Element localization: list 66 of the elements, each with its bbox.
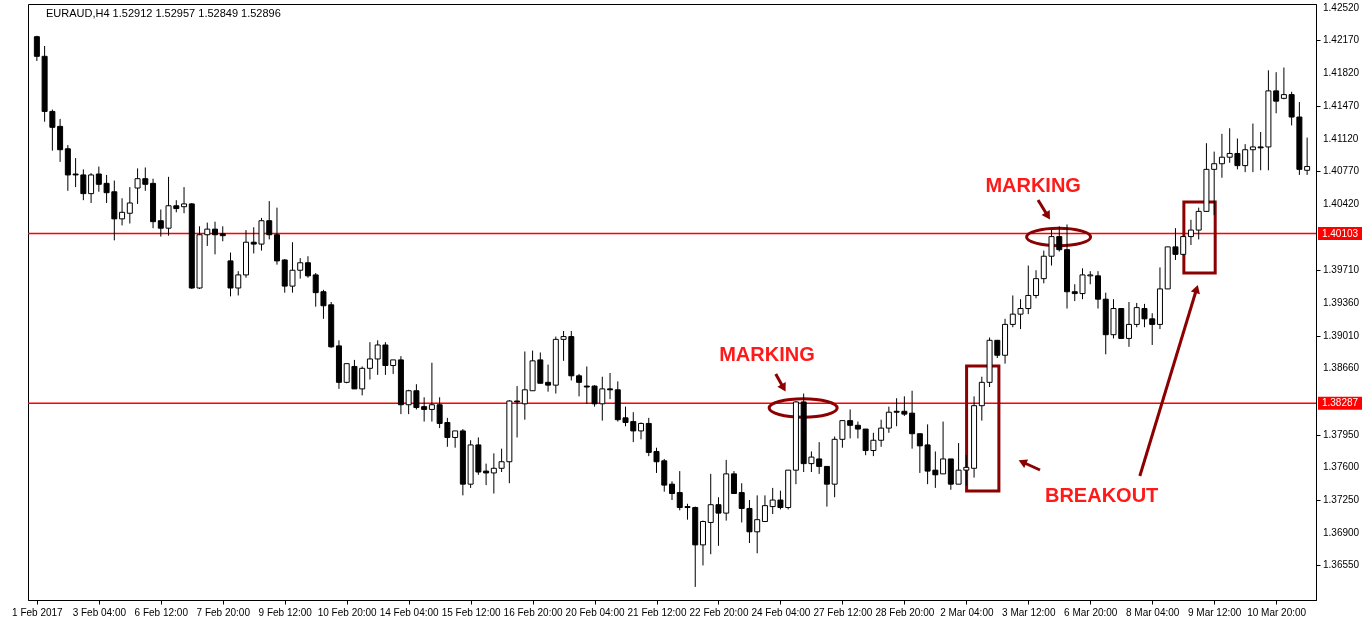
candlestick: [699, 520, 706, 566]
y-tick-label: 1.41120: [1323, 132, 1359, 144]
candlestick: [304, 255, 311, 279]
y-tick-label: 1.39710: [1323, 264, 1360, 276]
y-tick-label: 1.39010: [1323, 329, 1360, 341]
x-tick-label: 28 Feb 20:00: [875, 606, 935, 618]
x-tick-label: 1 Feb 2017: [12, 606, 64, 618]
y-tick-label: 1.40420: [1323, 197, 1360, 209]
candlestick: [730, 470, 737, 494]
candlestick: [1249, 123, 1256, 173]
x-tick-label: 16 Feb 20:00: [503, 606, 563, 618]
y-tick-label: 1.42520: [1323, 1, 1360, 13]
x-tick-label: 10 Feb 20:00: [317, 606, 378, 618]
x-tick-label: 10 Mar 20:00: [1247, 606, 1307, 618]
ref-line-label: 1.40103: [1321, 227, 1359, 239]
candlestick: [181, 186, 188, 214]
candlestick: [1187, 219, 1194, 246]
candlestick: [1033, 269, 1040, 299]
x-tick-label: 14 Feb 04:00: [379, 606, 440, 618]
y-tick-label: 1.39360: [1323, 296, 1360, 308]
x-tick-label: 3 Mar 12:00: [1002, 606, 1056, 618]
annotation: BREAKOUT: [1044, 484, 1159, 506]
y-tick-label: 1.36900: [1323, 526, 1360, 538]
x-tick-label: 6 Feb 12:00: [134, 606, 189, 618]
x-tick-label: 8 Mar 04:00: [1126, 606, 1180, 618]
y-tick-label: 1.37950: [1323, 428, 1360, 440]
y-tick-label: 1.40770: [1323, 165, 1360, 177]
candlestick: [669, 480, 675, 501]
candlestick: [823, 465, 830, 508]
candlestick: [514, 385, 521, 438]
x-tick-label: 27 Feb 12:00: [813, 606, 873, 618]
x-tick-label: 24 Feb 04:00: [751, 606, 811, 618]
candlestick: [119, 197, 126, 226]
ref-line-label: 1.38287: [1321, 397, 1359, 409]
annotation: MARKING: [719, 343, 815, 365]
y-tick-label: 1.38660: [1323, 362, 1360, 374]
candlestick: [1095, 270, 1101, 310]
candlestick: [545, 364, 552, 393]
candlestick: [212, 221, 219, 255]
candlestick: [576, 373, 583, 397]
x-tick-label: 3 Feb 04:00: [72, 606, 127, 618]
x-tick-label: 21 Feb 12:00: [627, 606, 687, 618]
candlestick: [607, 372, 614, 400]
y-tick-label: 1.41470: [1323, 99, 1360, 111]
x-tick-label: 2 Mar 04:00: [940, 606, 994, 618]
y-tick-label: 1.37250: [1323, 494, 1360, 506]
x-tick-label: 7 Feb 20:00: [196, 606, 251, 618]
y-tick-label: 1.37600: [1323, 461, 1360, 473]
candlestick: [366, 341, 373, 381]
x-tick-label: 22 Feb 20:00: [689, 606, 749, 618]
annotation: MARKING: [985, 174, 1081, 196]
candlestick: [88, 172, 95, 204]
chart-title: EURAUD,H4 1.52912 1.52957 1.52849 1.52896: [46, 7, 281, 19]
candlestick: [126, 186, 133, 225]
x-tick-label: 15 Feb 12:00: [441, 606, 502, 618]
x-tick-label: 6 Mar 20:00: [1064, 606, 1118, 618]
y-tick-label: 1.36550: [1323, 559, 1360, 571]
candlestick: [1125, 301, 1132, 348]
candlestick: [1218, 133, 1225, 179]
candlestick: [761, 494, 768, 523]
x-tick-label: 20 Feb 04:00: [565, 606, 625, 618]
x-tick-label: 9 Mar 12:00: [1187, 606, 1242, 618]
y-tick-label: 1.42170: [1323, 34, 1360, 46]
y-tick-label: 1.41820: [1323, 67, 1360, 79]
x-tick-label: 9 Feb 12:00: [258, 606, 313, 618]
candlestick: [940, 421, 947, 475]
